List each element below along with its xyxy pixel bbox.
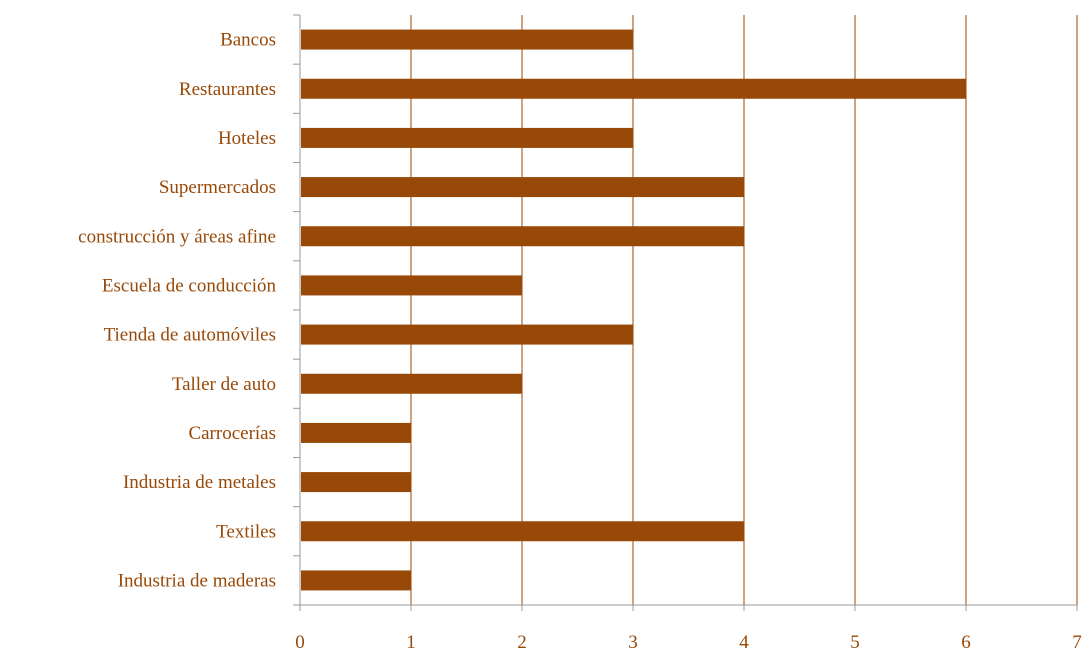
bar (301, 29, 633, 50)
bar (301, 521, 744, 542)
x-tick-label: 0 (295, 632, 305, 653)
x-tick-labels: 0 1 2 3 4 5 6 7 (295, 632, 1082, 653)
x-tick-label: 1 (406, 632, 416, 653)
bar (301, 78, 966, 99)
bar (301, 472, 411, 493)
category-label: Supermercados (159, 177, 276, 198)
category-label: Restaurantes (179, 79, 276, 100)
bar (301, 127, 633, 148)
category-label: Hoteles (218, 128, 276, 149)
axes (293, 14, 1078, 611)
category-label: Bancos (220, 30, 276, 51)
category-label: Tienda de automóviles (104, 325, 276, 346)
x-tick-label: 3 (628, 632, 638, 653)
category-labels: Bancos Restaurantes Hoteles Supermercados co… (78, 30, 276, 592)
category-label: Industria de maderas (118, 570, 276, 591)
category-label: construcción y áreas afine (78, 226, 276, 247)
category-label: Carrocerías (188, 423, 276, 444)
grid-lines (410, 15, 1078, 605)
bars (301, 29, 966, 591)
bar (301, 177, 744, 198)
bar (301, 226, 744, 247)
x-tick-label: 2 (517, 632, 527, 653)
bar (301, 275, 522, 296)
x-tick-label: 6 (961, 632, 971, 653)
x-tick-label: 4 (739, 632, 749, 653)
bar (301, 373, 522, 394)
x-tick-label: 5 (850, 632, 860, 653)
category-label: Industria de metales (123, 472, 276, 493)
category-label: Escuela de conducción (102, 275, 277, 296)
category-label: Taller de auto (172, 374, 276, 395)
bar (301, 422, 411, 443)
category-label: Textiles (216, 521, 276, 542)
bar (301, 570, 411, 591)
x-tick-label: 7 (1072, 632, 1082, 653)
bar (301, 324, 633, 345)
